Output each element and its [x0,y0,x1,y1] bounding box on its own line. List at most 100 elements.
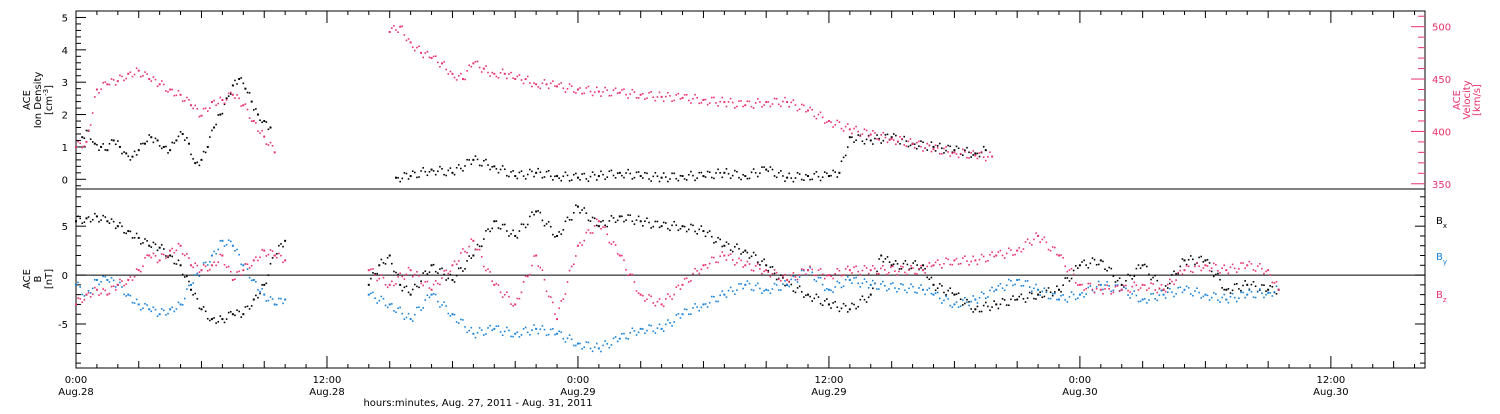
velocity-trace-dot [826,121,828,123]
bx-point [158,246,161,249]
by-trace-dot [194,274,197,276]
bx-trace-dot [834,300,837,303]
ion-density-trace-dot [633,176,636,179]
velocity-trace-dot [393,25,395,27]
velocity-trace-dot [675,94,678,96]
bx-trace-dot [269,262,272,265]
by-trace-dot [788,285,790,288]
bz-trace-dot [378,277,381,280]
bz-trace-dot [397,276,399,278]
velocity-trace-dot [706,103,709,106]
by-trace-dot [1045,291,1048,294]
by-point [210,254,213,257]
bz-trace-dot [704,264,707,266]
by-trace-dot [259,290,261,293]
by-point [932,293,935,296]
velocity-trace-dot [984,159,987,162]
velocity-trace-dot [579,87,581,89]
bz-trace-dot [1175,279,1177,281]
by-trace-dot [1066,301,1069,303]
bz-trace-dot [217,261,220,263]
ion-density-trace-dot [694,179,696,182]
ion-density-trace-dot [811,178,813,181]
ion-density-point [125,152,128,155]
bx-trace-dot [1033,297,1035,300]
bottom-ytick-label: -5 [58,320,68,331]
by-trace-dot [135,298,138,301]
velocity-trace-dot [83,145,86,147]
velocity-point [869,133,872,136]
velocity-trace-dot [209,107,211,109]
by-trace-dot [1102,288,1104,291]
bz-trace-dot [966,260,968,262]
bz-trace-dot [487,268,489,270]
by-trace-dot [175,308,178,310]
velocity-point [75,146,77,149]
velocity-trace-dot [803,104,805,107]
bz-trace-dot [238,270,240,273]
bx-trace-dot [395,271,397,274]
velocity-trace-dot [800,103,803,106]
bz-trace-dot [558,307,560,310]
ion-density-trace-dot [740,178,742,181]
bx-trace-dot [114,227,117,230]
bz-trace-dot [146,254,148,256]
bx-trace-dot [541,219,544,222]
ion-density-trace-dot [604,178,606,181]
velocity-trace-dot [526,75,529,78]
bx-trace-dot [470,257,473,259]
bz-trace-dot [1256,265,1259,267]
bz-point [95,288,98,291]
bx-trace-dot [1068,280,1071,282]
bx-trace-dot [910,267,913,270]
by-point [1183,288,1186,291]
bx-trace-dot [478,245,481,248]
bz-trace-dot [792,272,795,274]
velocity-point [95,88,98,91]
top-y2tick-label: 350 [1432,180,1451,191]
by-trace-dot [1235,300,1238,303]
bx-point [231,313,234,316]
bz-trace-dot [1261,267,1263,270]
ion-density-trace-dot [217,114,220,116]
bx-trace-dot [275,253,278,255]
bx-trace-dot [934,289,937,292]
velocity-point [953,151,956,154]
legend-entry-bz: Bz [1436,290,1447,304]
by-trace-dot [1217,299,1219,302]
bx-trace-dot [861,295,864,298]
velocity-trace-dot [947,151,949,153]
by-trace-dot [501,334,504,337]
bz-point [1078,283,1081,286]
bz-trace-dot [1045,241,1048,244]
by-trace-dot [225,243,228,246]
bx-trace-dot [165,255,167,257]
bx-trace-dot [1035,298,1037,300]
by-trace-dot [635,334,638,336]
bz-trace-dot [156,261,159,264]
bz-trace-dot [160,253,163,255]
ion-density-point [430,168,433,171]
by-trace-dot [1175,293,1177,295]
velocity-trace-dot [234,97,236,99]
by-trace-dot [621,333,623,335]
bx-trace-dot [485,229,487,232]
by-trace-dot [968,304,970,307]
ion-density-trace-dot [903,135,906,138]
velocity-point [493,72,496,75]
bx-point [514,234,517,237]
ion-density-trace-dot [526,173,529,176]
bx-trace-dot [240,316,243,318]
bx-trace-dot [405,285,408,288]
by-trace-dot [746,280,749,282]
bz-trace-dot [1202,267,1205,269]
velocity-trace-dot [608,94,611,97]
velocity-trace-dot [821,116,824,119]
ion-density-trace-dot [685,179,688,181]
bz-trace-dot [719,255,721,258]
bz-trace-dot [121,280,123,282]
bx-trace-dot [671,224,673,227]
bz-trace-dot [769,275,772,278]
bz-point [786,278,789,281]
bx-trace-dot [815,293,818,296]
